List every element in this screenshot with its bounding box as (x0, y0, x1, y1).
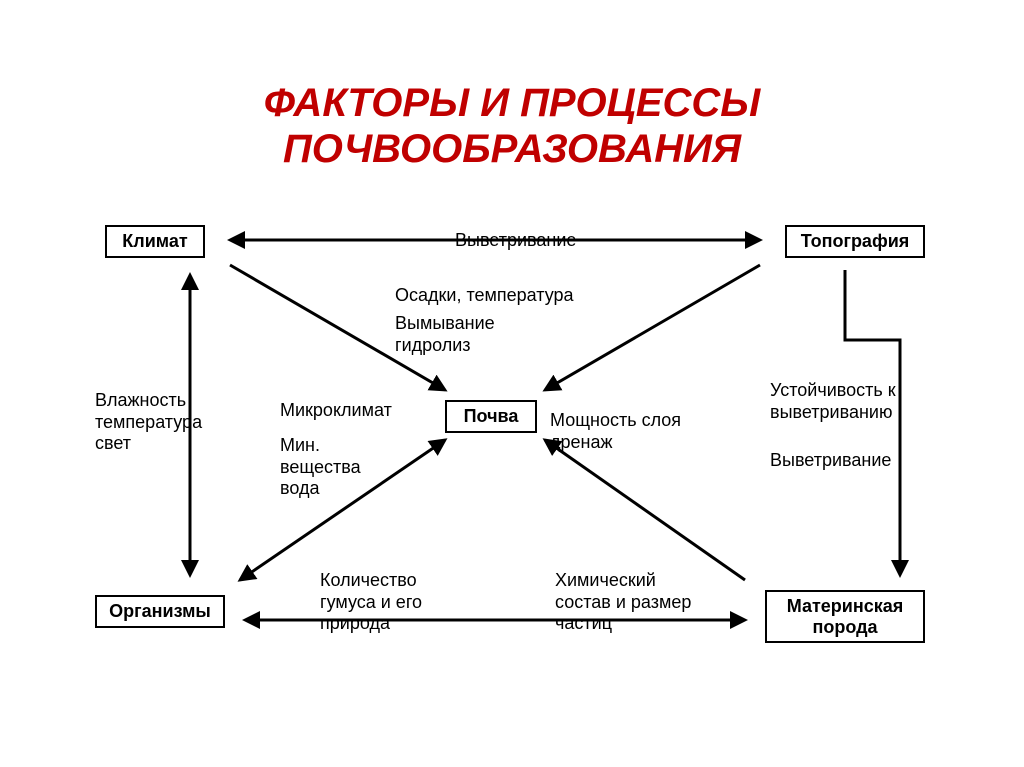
node-klimat: Климат (105, 225, 205, 258)
title-line2: ПОЧВООБРАЗОВАНИЯ (283, 127, 741, 171)
label-osadki: Осадки, температура (395, 285, 574, 307)
label-vyvetrivanie-top: Выветривание (455, 230, 576, 252)
node-topografia: Топография (785, 225, 925, 258)
node-pochva-label: Почва (464, 406, 519, 427)
label-mikroklimat: Микроклимат (280, 400, 392, 422)
node-materinsk: Материнская порода (765, 590, 925, 643)
diagram-area: Климат Топография Почва Организмы Матери… (95, 225, 925, 665)
label-ustoich: Устойчивость к выветриванию (770, 380, 896, 423)
label-vyvetr-rt: Выветривание (770, 450, 891, 472)
label-khim: Химический состав и размер частиц (555, 570, 691, 635)
page-title: ФАКТОРЫ И ПРОЦЕССЫ ПОЧВООБРАЗОВАНИЯ (0, 80, 1024, 172)
node-materinsk-label: Материнская порода (787, 596, 904, 637)
arrow-mat-to-pochva (545, 440, 745, 580)
node-organizmy-label: Организмы (109, 601, 211, 622)
node-klimat-label: Климат (122, 231, 187, 252)
label-vymyvanie: Вымывание гидролиз (395, 313, 495, 356)
label-kolichestvo: Количество гумуса и его природа (320, 570, 422, 635)
node-organizmy: Организмы (95, 595, 225, 628)
title-line1: ФАКТОРЫ И ПРОЦЕССЫ (264, 81, 761, 125)
arrow-top-to-pochva-right (545, 265, 760, 390)
node-topografia-label: Топография (801, 231, 910, 252)
node-pochva: Почва (445, 400, 537, 433)
label-vlazhnost: Влажность температура свет (95, 390, 202, 455)
label-moshnost: Мощность слоя дренаж (550, 410, 681, 453)
label-min-vesh: Мин. вещества вода (280, 435, 361, 500)
